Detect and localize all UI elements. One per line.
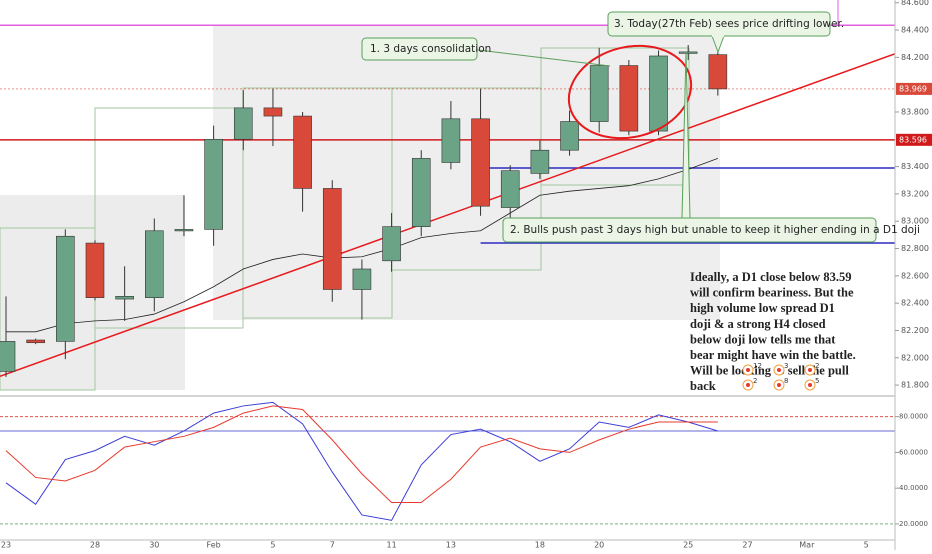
callout — [361, 37, 478, 61]
x-tick-label: 5 — [864, 541, 869, 550]
candle-body — [471, 118, 490, 207]
x-tick-label: 5 — [270, 541, 275, 550]
candle-body — [85, 242, 105, 298]
oscillator-line — [5, 401, 718, 521]
candle-body — [352, 268, 372, 290]
x-tick-label: 27 — [742, 541, 752, 550]
candle-body — [560, 121, 579, 151]
note-line: Ideally, a D1 close below 83.59 — [690, 270, 851, 284]
candle-body — [589, 65, 609, 122]
y-tick-label: 81.800 — [901, 381, 929, 390]
reaction-count: 12 — [753, 362, 762, 370]
y-tick-label: 60.0000 — [899, 448, 928, 456]
x-tick-label: 20 — [594, 541, 604, 550]
candle-body — [233, 107, 253, 140]
reaction-icon — [746, 368, 750, 372]
note-line: doji & a strong H4 closed — [690, 317, 826, 331]
y-tick-label: 82.200 — [901, 326, 929, 335]
candle-body — [530, 149, 550, 174]
candle-body — [500, 170, 520, 208]
reaction-count: 5 — [815, 377, 819, 385]
y-tick-label: 20.0000 — [899, 520, 928, 528]
callout-text: 1. 3 days consolidation — [370, 43, 491, 55]
x-tick-label: 28 — [90, 541, 100, 550]
note-line: back — [690, 379, 716, 393]
note-line: high volume low spread D1 — [690, 301, 835, 315]
y-tick-label: 80.0000 — [899, 413, 928, 421]
candle-body — [293, 115, 312, 189]
candle-body — [322, 188, 342, 290]
reaction-icon — [808, 368, 812, 372]
y-tick-label: 82.400 — [901, 299, 929, 308]
y-tick-label: 84.400 — [901, 26, 929, 35]
y-tick-label: 84.600 — [901, 0, 929, 7]
x-tick-label: Feb — [207, 541, 221, 550]
y-tick-label: 83.200 — [901, 189, 929, 198]
candle-body — [263, 107, 283, 117]
y-tick-label: 84.200 — [901, 53, 929, 62]
reaction-icon — [808, 383, 812, 387]
price-label: 83.596 — [899, 135, 927, 144]
y-tick-label: 83.400 — [901, 162, 929, 171]
candle-body — [708, 54, 728, 90]
candle-body — [0, 341, 16, 372]
callout-text: 2. Bulls push past 3 days high but unabl… — [510, 224, 920, 236]
x-tick-label: 11 — [386, 541, 396, 550]
y-tick-label: 82.000 — [901, 353, 929, 362]
x-tick-label: 23 — [1, 541, 11, 550]
y-tick-label: 82.800 — [901, 244, 929, 253]
candle-body — [619, 65, 639, 132]
candle-body — [441, 118, 461, 163]
note-line: Will be looking to sell the pull — [690, 364, 849, 378]
candle-body — [174, 229, 194, 232]
reaction-icon — [746, 383, 750, 387]
x-tick-label: 25 — [683, 541, 693, 550]
oscillator-line — [5, 405, 718, 503]
pointer — [681, 51, 691, 219]
reaction-count: 2 — [753, 377, 757, 385]
candle-body — [411, 158, 431, 227]
note: Ideally, a D1 close below 83.59 will conf… — [690, 270, 856, 393]
candle-body — [26, 339, 45, 344]
plot — [0, 24, 896, 525]
candle-body — [145, 230, 164, 298]
x-tick-label: Mar — [799, 541, 815, 550]
y-tick-label: 83.000 — [901, 217, 929, 226]
y-tick-label: 40.0000 — [899, 484, 928, 492]
trendline — [0, 53, 896, 378]
candle-body — [204, 138, 223, 230]
x-tick-label: 30 — [149, 541, 159, 550]
callout — [502, 217, 877, 243]
pointer — [711, 35, 725, 54]
reaction-count: 3 — [784, 362, 788, 370]
candle-body — [56, 235, 75, 342]
price-label-box — [896, 82, 932, 95]
y-tick-label: 83.800 — [901, 107, 929, 116]
reaction-count: 8 — [784, 377, 788, 385]
reactions: 12 3 2 2 8 5 — [742, 362, 819, 391]
candle-body — [678, 51, 698, 54]
candle-body — [382, 226, 401, 262]
x-tick-label: 18 — [535, 541, 545, 550]
callout-text: 3. Today(27th Feb) sees price drifting l… — [614, 18, 844, 30]
reaction-count: 2 — [815, 362, 819, 370]
box — [540, 47, 690, 186]
note-line: will confirm beariness. But the — [690, 286, 854, 300]
candle-body — [649, 55, 668, 132]
price-label-box — [896, 133, 932, 146]
reaction-icon — [777, 383, 781, 387]
reaction-icon — [777, 368, 781, 372]
note-line: bear might have win the battle. — [690, 348, 856, 362]
price-label: 83.969 — [899, 84, 927, 93]
pointer — [469, 48, 611, 67]
candle-body — [115, 296, 134, 300]
note-line: below doji low tells me that — [690, 332, 836, 346]
x-tick-label: 7 — [330, 541, 335, 550]
shade — [213, 25, 720, 320]
highlight-ellipse — [567, 44, 693, 140]
x-tick-label: 13 — [446, 541, 456, 550]
y-tick-label: 82.600 — [901, 271, 929, 280]
